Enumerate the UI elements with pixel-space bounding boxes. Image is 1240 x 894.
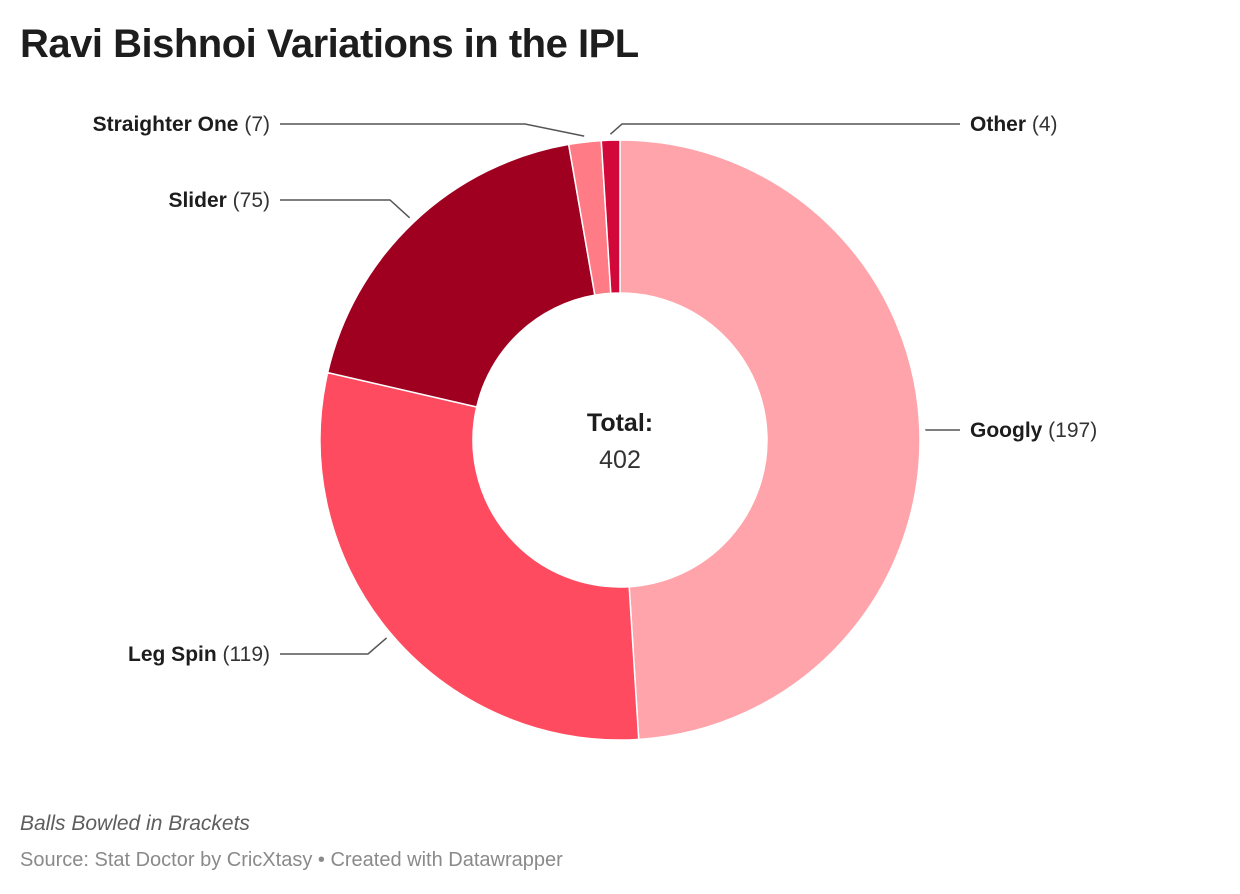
slice-label-name: Leg Spin	[128, 643, 217, 666]
slice-label: Other (4)	[970, 113, 1058, 136]
slice-label-value: (7)	[239, 113, 271, 136]
leader-line	[280, 199, 411, 219]
slice-other	[600, 139, 621, 295]
center-value: 402	[599, 446, 641, 474]
chart-note: Balls Bowled in Brackets	[20, 812, 250, 835]
slice-label-name: Other	[970, 113, 1026, 136]
center-label: Total:	[587, 409, 653, 437]
leader-line	[280, 637, 388, 655]
leader-line	[280, 123, 585, 137]
slice-label-value: (197)	[1042, 419, 1097, 442]
slice-label: Slider (75)	[168, 189, 270, 212]
slice-leg-spin	[319, 371, 640, 741]
slice-label-name: Googly	[970, 419, 1043, 442]
slice-label: Leg Spin (119)	[128, 643, 270, 666]
slice-label: Googly (197)	[970, 419, 1097, 442]
slice-googly	[619, 139, 921, 741]
chart-title: Ravi Bishnoi Variations in the IPL	[20, 22, 639, 66]
slice-label-value: (119)	[217, 643, 270, 666]
donut-chart: Googly (197) Leg Spin (119) Slider (75) Str…	[93, 113, 1097, 741]
slice-label-name: Straighter One	[93, 113, 239, 136]
leader-line	[609, 123, 960, 135]
slice-label: Straighter One (7)	[93, 113, 270, 136]
chart-source: Source: Stat Doctor by CricXtasy • Creat…	[20, 849, 563, 871]
slice-label-value: (4)	[1026, 113, 1058, 136]
slice-label-name: Slider	[168, 189, 226, 212]
slice-label-value: (75)	[227, 189, 270, 212]
slice-slider	[326, 143, 596, 408]
